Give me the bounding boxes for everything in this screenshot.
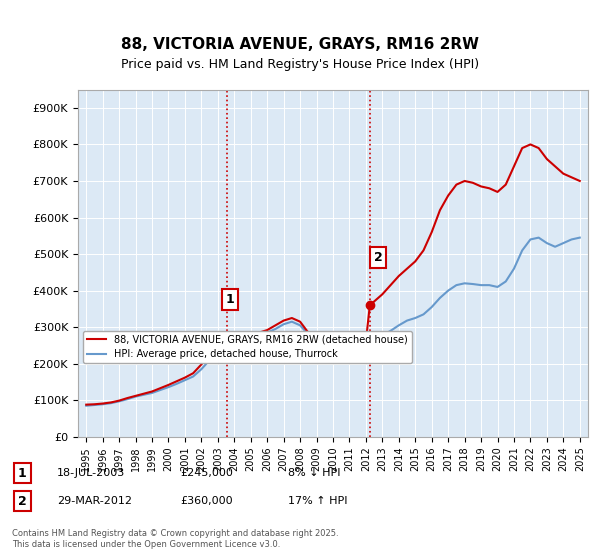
Text: 8% ↓ HPI: 8% ↓ HPI [288, 468, 341, 478]
Text: 1: 1 [18, 466, 27, 480]
Text: £245,000: £245,000 [180, 468, 233, 478]
Text: 2: 2 [374, 251, 382, 264]
Text: £360,000: £360,000 [180, 496, 233, 506]
Text: 18-JUL-2003: 18-JUL-2003 [57, 468, 125, 478]
Text: Contains HM Land Registry data © Crown copyright and database right 2025.
This d: Contains HM Land Registry data © Crown c… [12, 529, 338, 549]
Text: 88, VICTORIA AVENUE, GRAYS, RM16 2RW: 88, VICTORIA AVENUE, GRAYS, RM16 2RW [121, 38, 479, 52]
Text: 17% ↑ HPI: 17% ↑ HPI [288, 496, 347, 506]
Text: 1: 1 [226, 293, 235, 306]
Text: Price paid vs. HM Land Registry's House Price Index (HPI): Price paid vs. HM Land Registry's House … [121, 58, 479, 71]
Text: 29-MAR-2012: 29-MAR-2012 [57, 496, 132, 506]
Text: 2: 2 [18, 494, 27, 508]
Legend: 88, VICTORIA AVENUE, GRAYS, RM16 2RW (detached house), HPI: Average price, detac: 88, VICTORIA AVENUE, GRAYS, RM16 2RW (de… [83, 330, 412, 363]
